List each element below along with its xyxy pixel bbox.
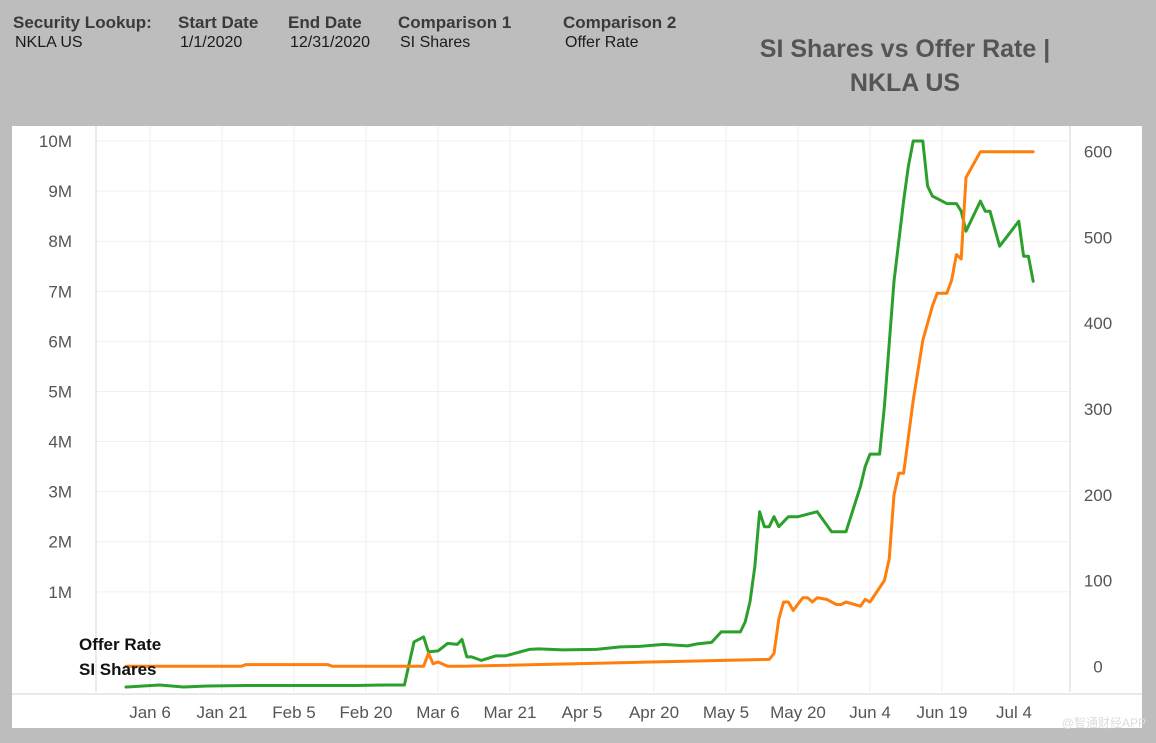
comparison-1-value[interactable]: SI Shares bbox=[400, 34, 471, 51]
x-tick-label: Jan 21 bbox=[196, 703, 247, 722]
y-left-tick-label: 2M bbox=[48, 533, 72, 552]
comparison-1-filter[interactable]: Comparison 1 SI Shares bbox=[398, 13, 511, 52]
watermark: @智通财经APP bbox=[1061, 716, 1146, 730]
security-lookup-value[interactable]: NKLA US bbox=[15, 34, 83, 51]
start-date-filter[interactable]: Start Date 1/1/2020 bbox=[178, 13, 258, 52]
y-left-tick-label: 9M bbox=[48, 182, 72, 201]
y-left-tick-label: 7M bbox=[48, 282, 72, 301]
x-tick-label: Jul 4 bbox=[996, 703, 1032, 722]
y-left-tick-label: 4M bbox=[48, 433, 72, 452]
y-right-tick-label: 100 bbox=[1084, 572, 1112, 591]
x-tick-label: Feb 5 bbox=[272, 703, 315, 722]
y-right-tick-label: 300 bbox=[1084, 400, 1112, 419]
offer-rate-line[interactable] bbox=[124, 150, 1035, 668]
y-left-tick-label: 10M bbox=[39, 132, 72, 151]
x-tick-label: May 5 bbox=[703, 703, 749, 722]
chart-title: SI Shares vs Offer Rate | NKLA US bbox=[759, 35, 1051, 97]
x-tick-label: Jun 19 bbox=[916, 703, 967, 722]
y-right-tick-label: 600 bbox=[1084, 143, 1112, 162]
comparison-2-value[interactable]: Offer Rate bbox=[565, 34, 639, 51]
comparison-1-label: Comparison 1 bbox=[398, 13, 512, 32]
y-left-tick-label: 5M bbox=[48, 382, 72, 401]
line-chart[interactable]: 1M 2M 3M 4M 5M 6M 7M 8M 9M 10M 0 100 200 300 400 500 600… bbox=[12, 126, 1142, 728]
y-right-tick-label: 400 bbox=[1084, 314, 1112, 333]
y-right-tick-label: 0 bbox=[1093, 657, 1102, 676]
si-shares-line[interactable] bbox=[124, 139, 1035, 689]
x-tick-label: Jun 4 bbox=[849, 703, 891, 722]
x-tick-label: Feb 20 bbox=[340, 703, 393, 722]
start-date-label: Start Date bbox=[178, 13, 259, 32]
end-date-value[interactable]: 12/31/2020 bbox=[290, 34, 371, 51]
x-tick-label: Mar 6 bbox=[416, 703, 459, 722]
chart-panel: 1M 2M 3M 4M 5M 6M 7M 8M 9M 10M 0 100 200 300 400 500 600… bbox=[12, 126, 1142, 728]
y-left-tick-label: 8M bbox=[48, 232, 72, 251]
x-tick-label: Mar 21 bbox=[484, 703, 537, 722]
legend-label: Offer Rate bbox=[79, 635, 161, 654]
x-tick-label: Apr 5 bbox=[562, 703, 603, 722]
security-lookup-label: Security Lookup: bbox=[13, 13, 152, 32]
comparison-2-label: Comparison 2 bbox=[563, 13, 677, 32]
x-tick-label: Jan 6 bbox=[129, 703, 171, 722]
y-right-tick-label: 200 bbox=[1084, 486, 1112, 505]
end-date-label: End Date bbox=[288, 13, 362, 32]
security-lookup-filter[interactable]: Security Lookup: NKLA US bbox=[13, 13, 152, 52]
end-date-filter[interactable]: End Date 12/31/2020 bbox=[288, 13, 370, 52]
comparison-2-filter[interactable]: Comparison 2 Offer Rate bbox=[563, 13, 676, 52]
y-left-tick-label: 3M bbox=[48, 483, 72, 502]
x-tick-label: May 20 bbox=[770, 703, 826, 722]
legend-label: SI Shares bbox=[79, 660, 157, 679]
start-date-value[interactable]: 1/1/2020 bbox=[180, 34, 243, 51]
y-right-tick-label: 500 bbox=[1084, 228, 1112, 247]
y-left-tick-label: 6M bbox=[48, 332, 72, 351]
x-tick-label: Apr 20 bbox=[629, 703, 679, 722]
y-left-tick-label: 1M bbox=[48, 583, 72, 602]
